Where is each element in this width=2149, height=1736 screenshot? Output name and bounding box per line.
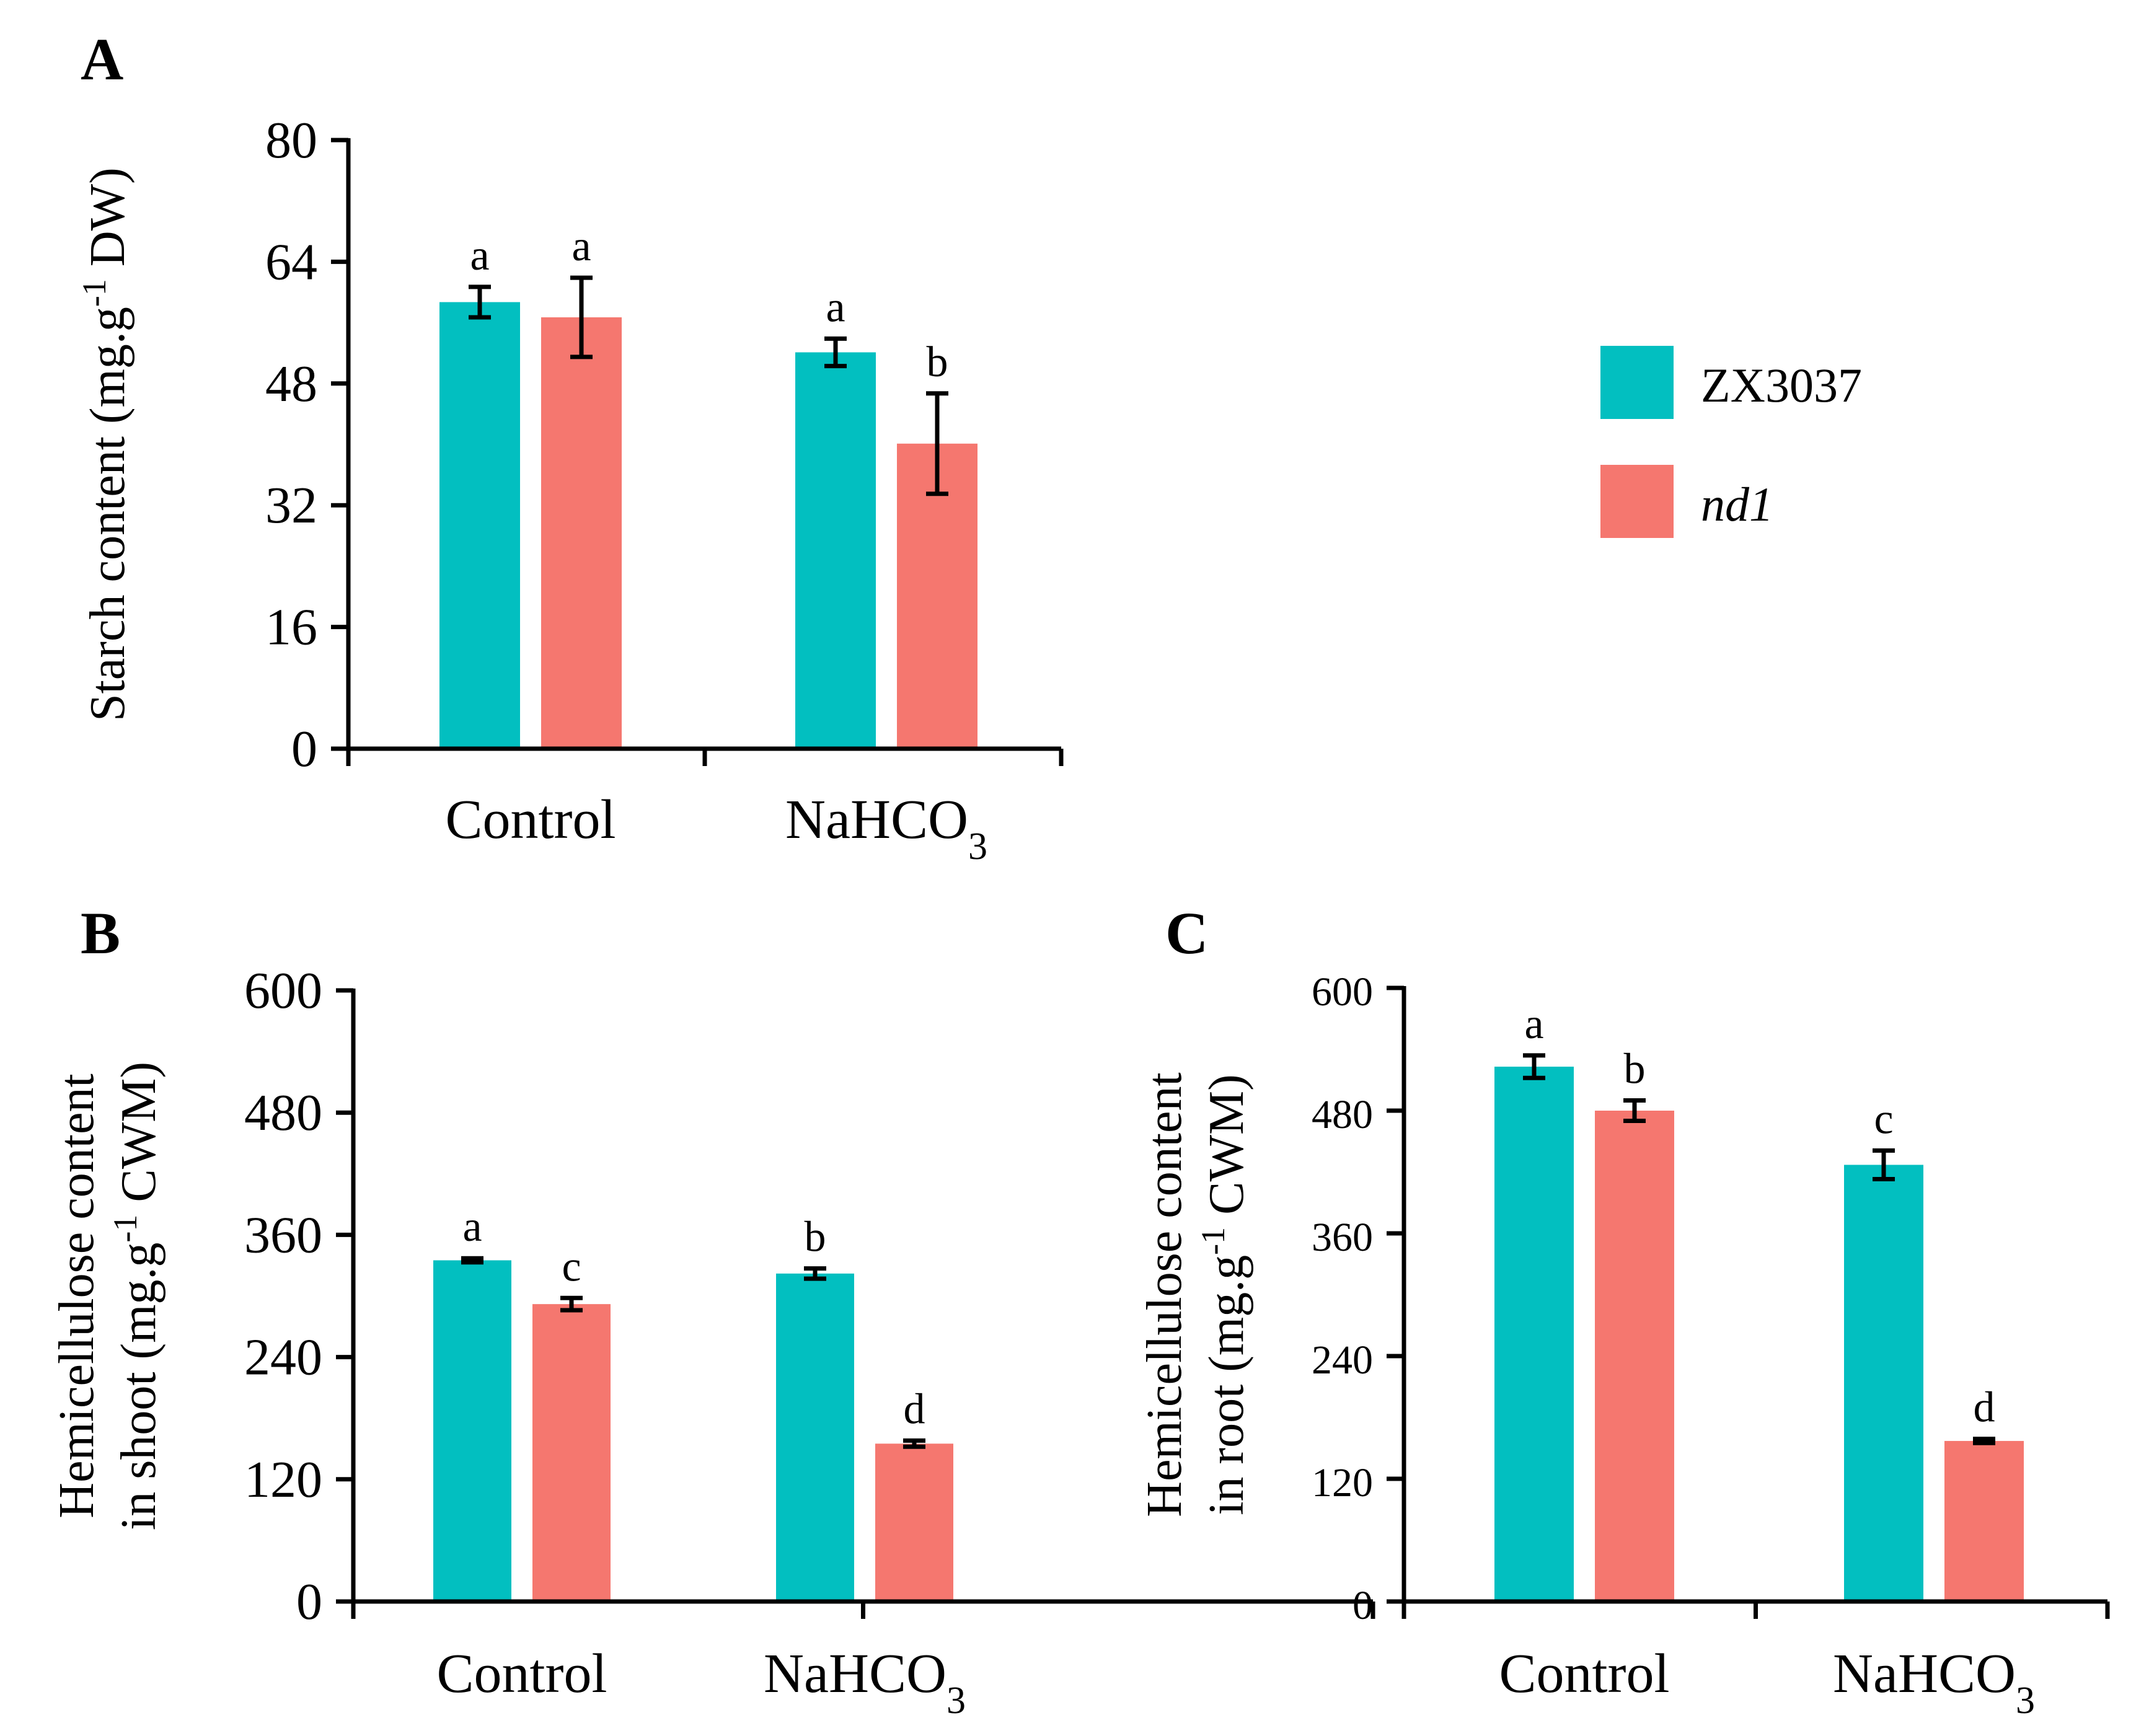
y-tick-label: 16 [265,599,317,656]
y-axis-label-text: in root (mg.g [1199,1255,1254,1515]
y-axis-label-superscript: -1 [107,1215,144,1243]
y-axis-label-text: Hemicellulose content [50,1073,104,1518]
legend-swatch-nd1 [1600,465,1674,538]
significance-letter: a [826,283,845,331]
legend-label-nd1: nd1 [1701,477,1773,531]
y-axis-label-text: CWM) [112,1062,166,1215]
y-axis-label: Hemicellulose content [50,1073,104,1518]
y-tick-label: 600 [244,962,322,1020]
significance-letter: c [562,1243,581,1290]
y-tick-label: 48 [265,355,317,413]
x-category-label: Control [445,789,616,850]
significance-letter: a [1524,1000,1543,1048]
error-bar [926,391,948,496]
significance-letter: a [462,1203,482,1251]
x-category-label-main: NaHCO [764,1643,947,1704]
y-axis-label-text: DW) [81,167,135,279]
y-tick-label: 0 [291,720,317,778]
significance-letter: d [1974,1384,1995,1432]
y-tick-label: 0 [296,1573,322,1631]
y-axis-label: Starch content (mg.g-1 DW) [76,167,135,721]
y-axis-label-text: Starch content (mg.g [81,307,135,721]
y-tick-label: 360 [244,1206,322,1264]
error-bar [469,284,491,320]
y-tick-label: 360 [1312,1215,1373,1260]
axes [336,989,1375,1619]
significance-letter: b [805,1214,826,1261]
x-category-label: NaHCO3 [1833,1643,2035,1722]
y-tick-label: 480 [244,1084,322,1142]
x-category-label: NaHCO3 [764,1643,966,1722]
bar-zx3037-control [1494,1067,1574,1602]
y-axis-label-superscript: -1 [1194,1227,1232,1255]
y-tick-label: 120 [1312,1460,1373,1505]
y-axis-label: Hemicellulose content [1137,1072,1192,1517]
y-tick-label: 64 [265,233,317,291]
chart-panel-c: a b c d 0 120 240 360 480 600 Control NaHCO3 Hemicel… [1137,969,2110,1722]
legend: ZX3037 nd1 [1600,346,1862,538]
error-bar [804,1266,826,1281]
x-category-label-subscript: 3 [947,1680,966,1722]
x-category-label-subscript: 3 [2016,1680,2035,1722]
significance-letter: a [470,232,489,280]
bar-zx3037-nahco3 [1844,1165,1923,1602]
error-bar [1523,1053,1545,1080]
error-bar [903,1438,925,1449]
bar-zx3037-nahco3 [795,352,876,749]
error-bar [1623,1098,1646,1123]
significance-letter: d [904,1385,925,1433]
bar-nd1-nahco3 [875,1443,953,1602]
y-axis-label-text: Hemicellulose content [1137,1072,1192,1517]
error-bar [1973,1437,1995,1445]
chart-panel-b: a c b d 0 120 240 360 480 600 Control NaHCO3 Hemicel… [50,962,1375,1722]
error-bar [560,1295,583,1313]
y-tick-label: 240 [244,1329,322,1386]
x-category-label-main: NaHCO [1833,1643,2016,1704]
bar-zx3037-control [433,1260,511,1602]
y-tick-label: 480 [1312,1092,1373,1137]
bar-nd1-control [532,1304,611,1602]
significance-letter: b [927,338,948,386]
y-tick-label: 80 [265,112,317,169]
chart-panel-a: a a a b 0 16 32 48 64 80 Control NaHCO3 Starch conte… [76,112,1064,868]
panel-label-a: A [81,26,123,92]
error-bar [824,336,847,369]
panel-label-c: C [1165,900,1208,966]
bar-zx3037-control [439,302,520,749]
error-bar [461,1256,483,1265]
x-category-label-subscript: 3 [968,826,987,868]
x-category-label-main: Control [436,1643,607,1704]
error-bar [1873,1148,1895,1182]
bar-zx3037-nahco3 [776,1273,854,1602]
significance-letter: a [571,223,591,270]
bar-nd1-control [1595,1111,1674,1602]
significance-letter: b [1624,1046,1646,1093]
y-axis-label-text: in shoot (mg.g [112,1243,166,1530]
axes [331,138,1064,766]
x-category-label-main: Control [445,789,616,850]
error-bar [570,275,593,359]
y-axis-label: in root (mg.g-1 CWM) [1194,1074,1254,1515]
y-axis-label-superscript: -1 [76,279,113,307]
axes [1387,986,2110,1619]
legend-label-zx3037: ZX3037 [1701,358,1862,412]
x-category-label-main: NaHCO [785,789,968,850]
y-axis-label: in shoot (mg.g-1 CWM) [107,1062,166,1530]
x-category-label-main: Control [1499,1643,1669,1704]
legend-swatch-zx3037 [1600,346,1674,419]
y-tick-label: 0 [1353,1583,1373,1628]
significance-letter: c [1874,1095,1893,1143]
bar-nd1-nahco3 [1944,1440,2024,1602]
x-category-label: Control [1499,1643,1669,1704]
x-category-label: NaHCO3 [785,789,987,868]
y-axis-label-text: CWM) [1199,1074,1254,1227]
y-tick-label: 32 [265,477,317,534]
x-category-label: Control [436,1643,607,1704]
y-tick-label: 600 [1312,969,1373,1015]
bar-nd1-control [541,317,622,749]
panel-label-b: B [81,900,120,966]
y-tick-label: 240 [1312,1337,1373,1383]
y-tick-label: 120 [244,1451,322,1509]
